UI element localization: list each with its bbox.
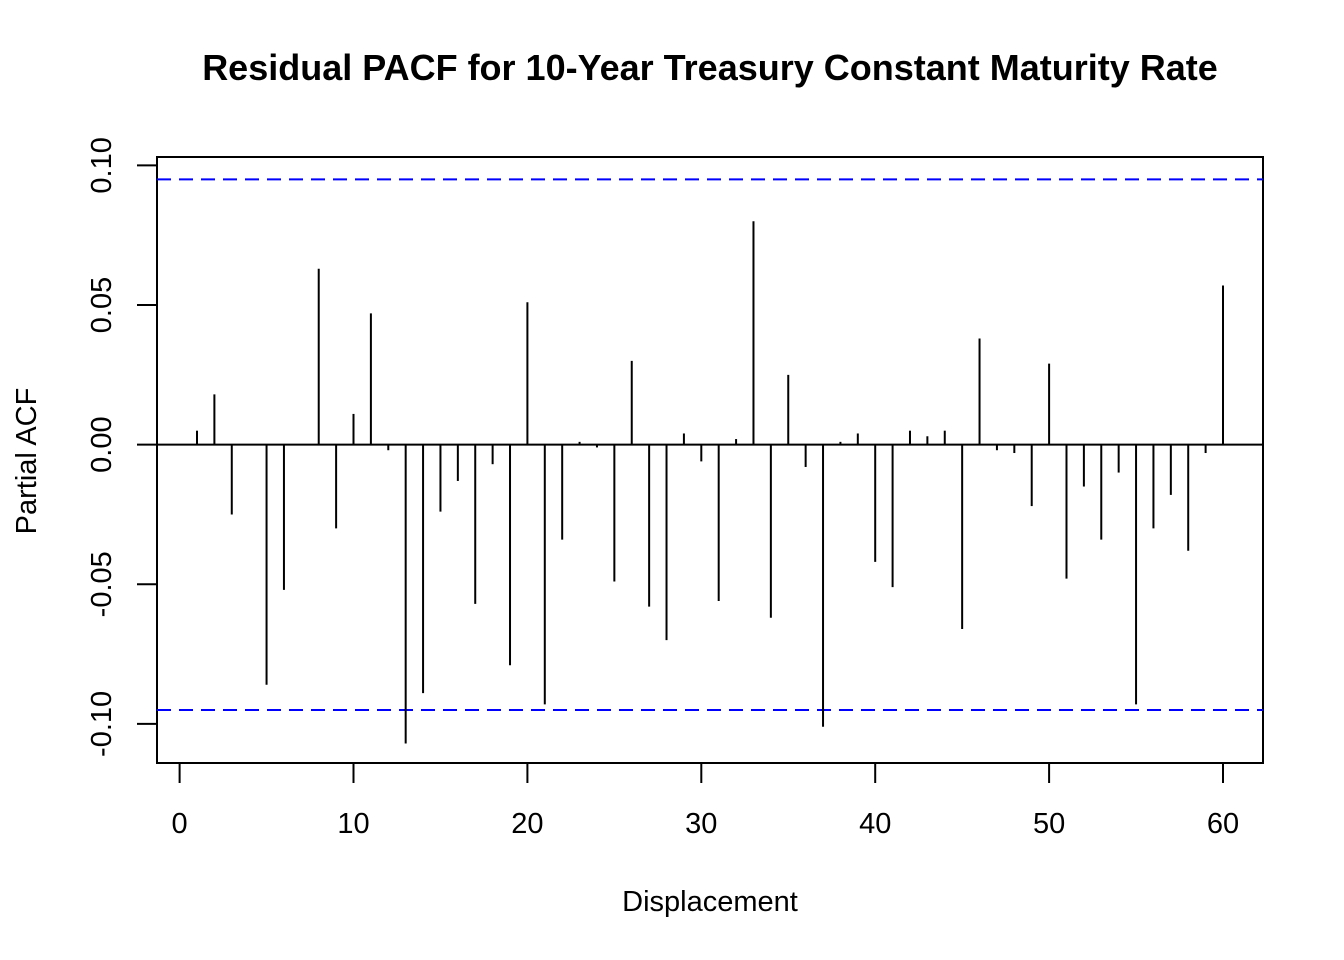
x-axis: 0 10 20 30 40 50 60 [172,762,1239,840]
y-tick-label: 0.00 [86,416,118,472]
chart-title: Residual PACF for 10-Year Treasury Const… [202,47,1218,88]
x-tick-label: 0 [172,808,188,840]
x-tick-label: 50 [1033,808,1065,840]
y-tick-label: -0.05 [86,551,118,617]
y-axis: -0.10 -0.05 0.00 0.05 0.10 [86,137,158,757]
x-tick-label: 20 [511,808,543,840]
y-tick-label: -0.10 [86,691,118,757]
x-tick-label: 60 [1207,808,1239,840]
plot-area [157,178,1263,744]
y-tick-label: 0.05 [86,277,118,333]
y-tick-label: 0.10 [86,137,118,193]
x-tick-label: 10 [337,808,369,840]
x-axis-label: Displacement [622,886,798,918]
plot-frame [156,156,1264,764]
y-axis-label: Partial ACF [11,388,43,535]
x-tick-label: 40 [859,808,891,840]
x-tick-label: 30 [685,808,717,840]
